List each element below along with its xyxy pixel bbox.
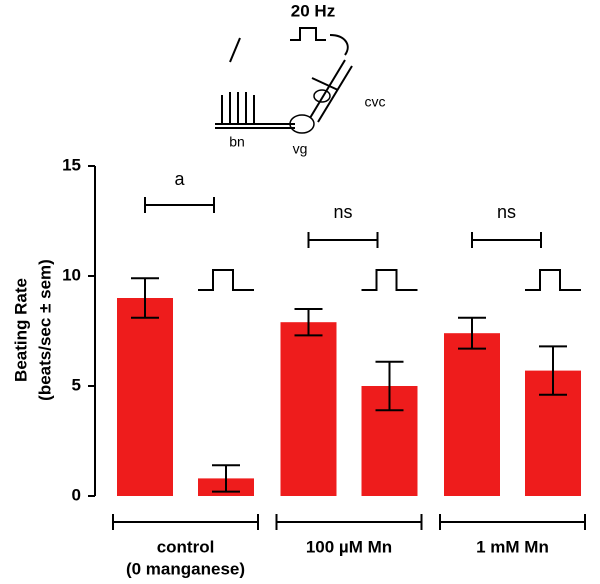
significance-label: ns — [333, 202, 352, 222]
stimulus-symbol — [525, 269, 581, 291]
error-bar — [294, 308, 323, 337]
y-tick-label: 15 — [62, 155, 81, 174]
y-axis-title: (beats/sec ± sem) — [35, 259, 54, 401]
significance-label: ns — [497, 202, 516, 222]
diagram-label: cvc — [365, 94, 386, 110]
significance-bracket — [471, 232, 542, 248]
diagram: 20 Hz cvc bn vg — [215, 1, 386, 157]
electrode — [229, 37, 241, 63]
diagram-label: 20 Hz — [291, 1, 335, 20]
significance-bracket — [144, 197, 215, 213]
y-tick-label: 10 — [62, 265, 81, 284]
diagram-label: vg — [293, 141, 308, 157]
group-bracket — [439, 514, 586, 530]
error-bar — [458, 316, 486, 350]
stimulus-pulse — [290, 27, 326, 41]
error-bar — [131, 277, 159, 319]
error-bar — [539, 345, 567, 396]
stimulus-symbol — [361, 269, 418, 291]
stimulus-symbol — [198, 269, 254, 291]
electrode-tip — [313, 89, 331, 103]
group-label: 1 mM Mn — [476, 537, 549, 556]
wire — [329, 34, 349, 56]
significance-label: a — [174, 169, 185, 189]
significance-bracket — [307, 232, 379, 248]
cvc-nerve — [309, 59, 353, 123]
y-tick-label: 5 — [72, 375, 81, 394]
group-label: 100 µM Mn — [306, 537, 392, 556]
y-tick-label: 0 — [72, 485, 81, 504]
error-bar — [212, 464, 240, 493]
y-axis-title: Beating Rate — [11, 278, 30, 382]
bar — [444, 333, 500, 496]
group-bracket — [112, 514, 259, 530]
neurons — [221, 92, 255, 124]
group-label: (0 manganese) — [126, 559, 245, 578]
bar — [280, 322, 337, 496]
group-bracket — [275, 514, 423, 530]
bar — [117, 298, 173, 496]
group-label: control — [157, 537, 215, 556]
ganglion — [289, 114, 315, 134]
diagram-label: bn — [229, 134, 245, 150]
nerve — [215, 123, 295, 129]
error-bar — [375, 360, 404, 412]
